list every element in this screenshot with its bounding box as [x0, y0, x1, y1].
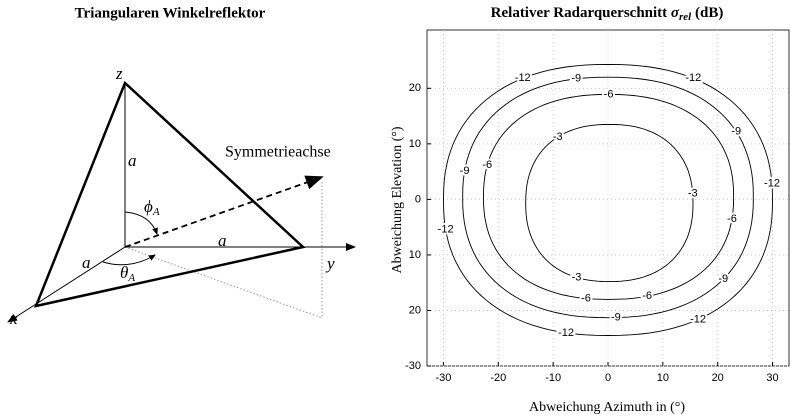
label-a: a — [128, 151, 137, 170]
contour-label: -9 — [460, 165, 470, 177]
label-x: x — [9, 309, 18, 328]
label-z: z — [115, 64, 123, 83]
contour-line — [483, 93, 735, 300]
title: Relativer Radarquerschnitt — [491, 5, 668, 21]
x-tick-label: 30 — [766, 372, 778, 384]
contour-line — [462, 76, 754, 319]
diagram: Triangularen Winkelreflektor z x y a a a… — [7, 5, 356, 328]
title-unit: (dB) — [695, 5, 723, 21]
contour-label: -9 — [571, 73, 581, 85]
contour-line — [525, 123, 694, 283]
diagram-title: Triangularen Winkelreflektor — [75, 5, 266, 21]
contour-label: -9 — [718, 273, 728, 285]
contour-label: -6 — [604, 88, 614, 100]
contour-label: -3 — [572, 271, 582, 283]
chart-title: Relativer Radarquerschnitt σrel (dB) — [491, 5, 724, 22]
contour-label: -12 — [515, 72, 531, 84]
contour-label: -6 — [482, 159, 492, 171]
x-tick-label: -20 — [490, 372, 506, 384]
y-tick-label: 20 — [409, 304, 421, 316]
contour-label: -12 — [558, 327, 574, 339]
contour-label: -6 — [727, 213, 737, 225]
label-y: y — [325, 254, 335, 273]
contour-label: -6 — [642, 290, 652, 302]
triangle — [33, 80, 306, 308]
phi: ϕ — [144, 197, 153, 216]
x-axis-label: Abweichung Azimuth in (°) — [529, 400, 685, 415]
theta-sub: A — [127, 272, 135, 284]
x-tick-label: -10 — [545, 372, 561, 384]
label-a: a — [218, 231, 227, 250]
y-tick-label: 0 — [415, 193, 421, 205]
phi-sub: A — [152, 206, 160, 218]
x-tick-label: 20 — [712, 372, 724, 384]
contour-line — [443, 63, 773, 336]
symmetry-axis — [124, 175, 324, 248]
contour-label: -12 — [764, 178, 780, 190]
y-axis-label: Abweichung Elevation (°) — [390, 126, 405, 273]
label-theta: θA — [120, 263, 135, 284]
phi-arc — [124, 211, 158, 235]
contour-label: -12 — [690, 313, 706, 325]
theta-arc — [102, 254, 156, 266]
x-tick-label: -30 — [436, 372, 452, 384]
x-tick-label: 10 — [657, 372, 669, 384]
contour-label: -12 — [685, 72, 701, 84]
x-axis — [7, 246, 126, 323]
x-tick-label: 0 — [605, 372, 611, 384]
y-tick-label: -30 — [405, 360, 421, 372]
label-phi: ϕA — [144, 197, 160, 218]
title-symbol: σ — [671, 5, 680, 21]
contour-label: -9 — [611, 312, 621, 324]
plot: -30 -20 -10 0 10 20 30 -30 20 10 0 10 20 -3 -3 -3 -6 -6 -6… — [405, 29, 790, 384]
contour-label: -6 — [581, 292, 591, 304]
title-sub: rel — [679, 11, 692, 23]
contour-label: -12 — [438, 223, 454, 235]
y-tick-label: 10 — [409, 249, 421, 261]
contour-label: -3 — [688, 187, 698, 199]
projection — [124, 246, 323, 319]
y-tick-label: 20 — [409, 82, 421, 94]
y-tick-label: 10 — [409, 138, 421, 150]
theta: θ — [120, 263, 128, 282]
label-a: a — [82, 253, 91, 272]
contour-label: -9 — [731, 126, 741, 138]
contour-label: -3 — [553, 131, 563, 143]
label-axis: Symmetrieachse — [225, 144, 331, 161]
